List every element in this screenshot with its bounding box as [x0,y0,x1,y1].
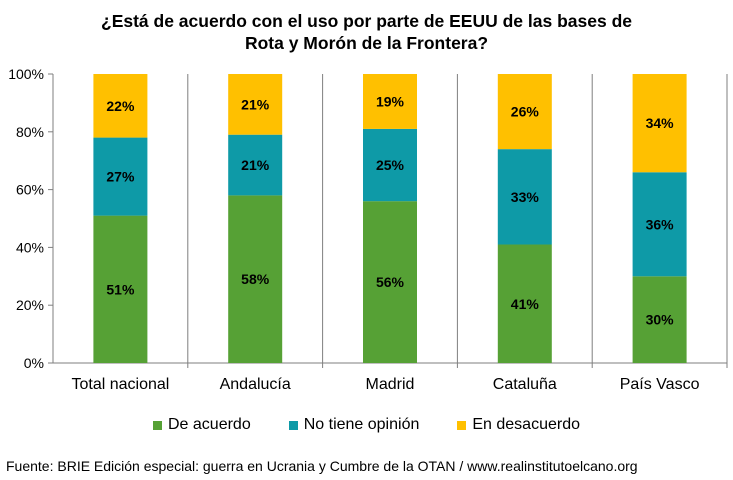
bar-segment [632,172,687,277]
data-label: 30% [646,312,675,328]
bar-segment [93,137,148,216]
legend-swatch-en-desacuerdo [457,420,467,430]
bar-segment [93,74,148,138]
legend-label-en-desacuerdo: En desacuerdo [472,416,580,433]
data-label: 21% [241,96,270,112]
bar-segment [363,201,417,363]
data-label: 56% [376,274,405,290]
chart-title-line-2: Rota y Morón de la Frontera? [244,33,489,53]
y-tick-label: 100% [8,66,44,82]
y-tick-label: 40% [16,239,44,255]
data-label: 27% [106,169,135,185]
data-label: 36% [646,216,675,232]
legend: De acuerdo No tiene opinión En desacuerd… [0,416,733,434]
data-label: 51% [106,281,135,297]
bar-segment [228,134,283,196]
bar-segment [93,215,148,363]
y-tick-label: 80% [16,124,44,140]
chart-title: ¿Está de acuerdo con el uso por parte de… [0,10,733,54]
legend-label-de-acuerdo: De acuerdo [168,416,251,433]
bar-segment [497,74,552,150]
stacked-bar-chart: 0% 20% 40% 60% 80% 100% 51% 27% 22% Total naciona… [8,66,728,393]
data-label: 19% [376,93,405,109]
y-tick-label: 60% [16,182,44,198]
bar-segment [632,276,687,363]
legend-item-no-tiene-opinion: No tiene opinión [288,416,420,434]
data-label: 33% [511,189,540,205]
data-label: 21% [241,157,270,173]
x-tick-label: País Vasco [620,376,700,393]
data-label: 34% [646,115,675,131]
bar-segment [497,244,552,363]
legend-swatch-de-acuerdo [153,420,162,430]
bar-segment [363,128,417,202]
bar-segment [228,74,283,135]
data-label: 26% [511,104,540,120]
legend-item-en-desacuerdo: En desacuerdo [457,416,580,434]
source-note: Fuente: BRIE Edición especial: guerra en… [6,458,638,474]
y-tick-label: 0% [24,355,44,371]
bar-segment [228,195,283,363]
data-label: 22% [106,98,135,114]
data-label: 25% [376,157,405,173]
x-tick-label: Cataluña [493,376,557,393]
x-tick-label: Andalucía [220,376,291,393]
x-tick-label: Madrid [366,376,415,393]
legend-label-no-tiene-opinion: No tiene opinión [303,416,420,433]
data-label: 58% [241,271,270,287]
bar-segment [363,74,417,129]
x-tick-label: Total nacional [71,376,169,393]
legend-item-de-acuerdo: De acuerdo [153,416,251,434]
bar-segment [497,149,552,245]
data-label: 41% [511,296,540,312]
y-tick-label: 20% [16,297,44,313]
bar-segment [632,74,687,173]
chart-title-line-1: ¿Está de acuerdo con el uso por parte de… [101,11,632,31]
legend-swatch-no-tiene-opinion [288,420,298,430]
